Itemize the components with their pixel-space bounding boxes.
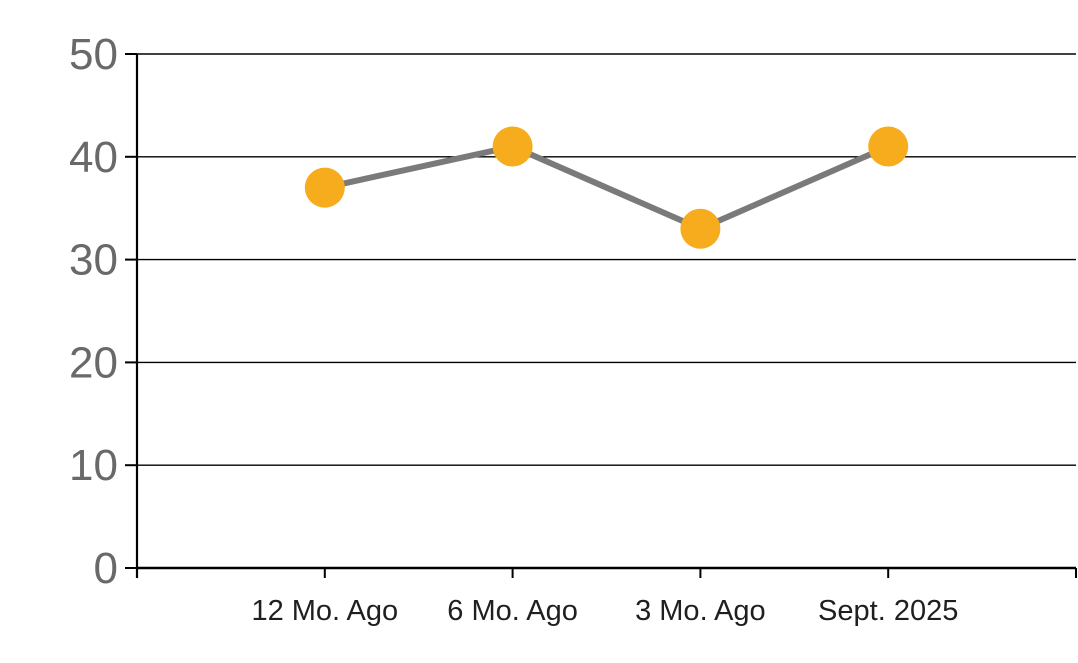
data-point-marker: [868, 126, 909, 167]
x-tick-label: 12 Mo. Ago: [251, 595, 398, 627]
x-tick-label: Sept. 2025: [818, 595, 958, 627]
x-tick-label: 6 Mo. Ago: [447, 595, 578, 627]
data-point-marker: [304, 167, 345, 208]
y-tick-label: 0: [94, 544, 118, 593]
data-point-marker: [492, 126, 533, 167]
data-line: [321, 143, 892, 232]
y-tick-label: 10: [69, 441, 118, 490]
y-tick-label: 40: [69, 133, 118, 182]
y-tick-label: 50: [69, 30, 118, 79]
data-point-marker: [680, 208, 721, 249]
y-tick-label: 30: [69, 236, 118, 285]
x-tick-label: 3 Mo. Ago: [635, 595, 766, 627]
y-tick-label: 20: [69, 338, 118, 387]
